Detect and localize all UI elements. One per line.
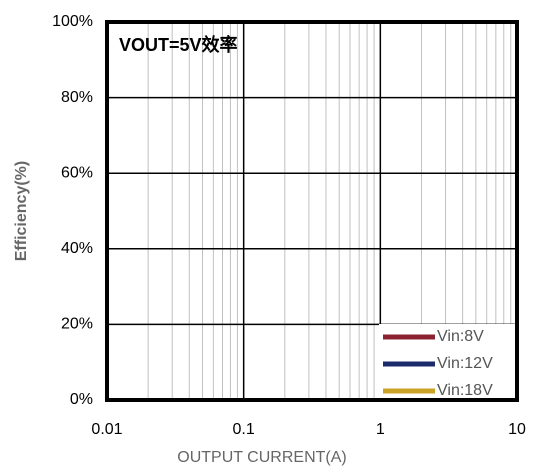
- plot-frame: [105, 20, 519, 402]
- y-tick-label: 60%: [61, 164, 93, 181]
- legend-label: Vin:12V: [437, 355, 493, 372]
- legend-label: Vin:8V: [437, 328, 484, 345]
- legend-label: Vin:18V: [437, 382, 493, 399]
- x-tick-label: 10: [508, 421, 526, 438]
- x-tick-label: 0.1: [233, 421, 255, 438]
- y-tick-label: 40%: [61, 240, 93, 257]
- y-tick-label: 100%: [52, 13, 93, 30]
- y-axis-label: Efficiency(%): [13, 161, 30, 261]
- y-tick-label: 80%: [61, 89, 93, 106]
- x-axis-label: OUTPUT CURRENT(A): [177, 449, 346, 466]
- legend: Vin:8V Vin:12V Vin:18V: [379, 324, 515, 399]
- y-tick-label: 20%: [61, 316, 93, 333]
- x-tick-label: 0.01: [91, 421, 122, 438]
- x-tick-label: 1: [376, 421, 385, 438]
- y-tick-label: 0%: [70, 391, 93, 408]
- chart-title: VOUT=5V效率: [119, 34, 238, 55]
